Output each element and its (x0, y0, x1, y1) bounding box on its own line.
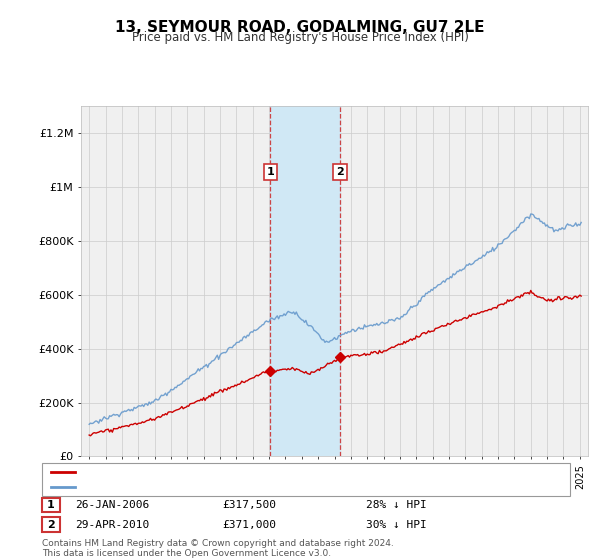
Text: 1: 1 (47, 500, 55, 510)
Text: £371,000: £371,000 (222, 520, 276, 530)
Text: £317,500: £317,500 (222, 500, 276, 510)
Text: 2: 2 (47, 520, 55, 530)
Bar (270, 106, 340, 456)
Text: 13, SEYMOUR ROAD, GODALMING, GU7 2LE (detached house): 13, SEYMOUR ROAD, GODALMING, GU7 2LE (de… (81, 467, 403, 477)
Text: Price paid vs. HM Land Registry's House Price Index (HPI): Price paid vs. HM Land Registry's House … (131, 31, 469, 44)
Text: 26-JAN-2006: 26-JAN-2006 (75, 500, 149, 510)
Text: Contains HM Land Registry data © Crown copyright and database right 2024.
This d: Contains HM Land Registry data © Crown c… (42, 539, 394, 558)
Text: 28% ↓ HPI: 28% ↓ HPI (366, 500, 427, 510)
Text: 2: 2 (336, 167, 344, 177)
Text: 13, SEYMOUR ROAD, GODALMING, GU7 2LE: 13, SEYMOUR ROAD, GODALMING, GU7 2LE (115, 20, 485, 35)
Text: 30% ↓ HPI: 30% ↓ HPI (366, 520, 427, 530)
Text: 29-APR-2010: 29-APR-2010 (75, 520, 149, 530)
Text: HPI: Average price, detached house, Waverley: HPI: Average price, detached house, Wave… (81, 482, 322, 492)
Text: 1: 1 (266, 167, 274, 177)
